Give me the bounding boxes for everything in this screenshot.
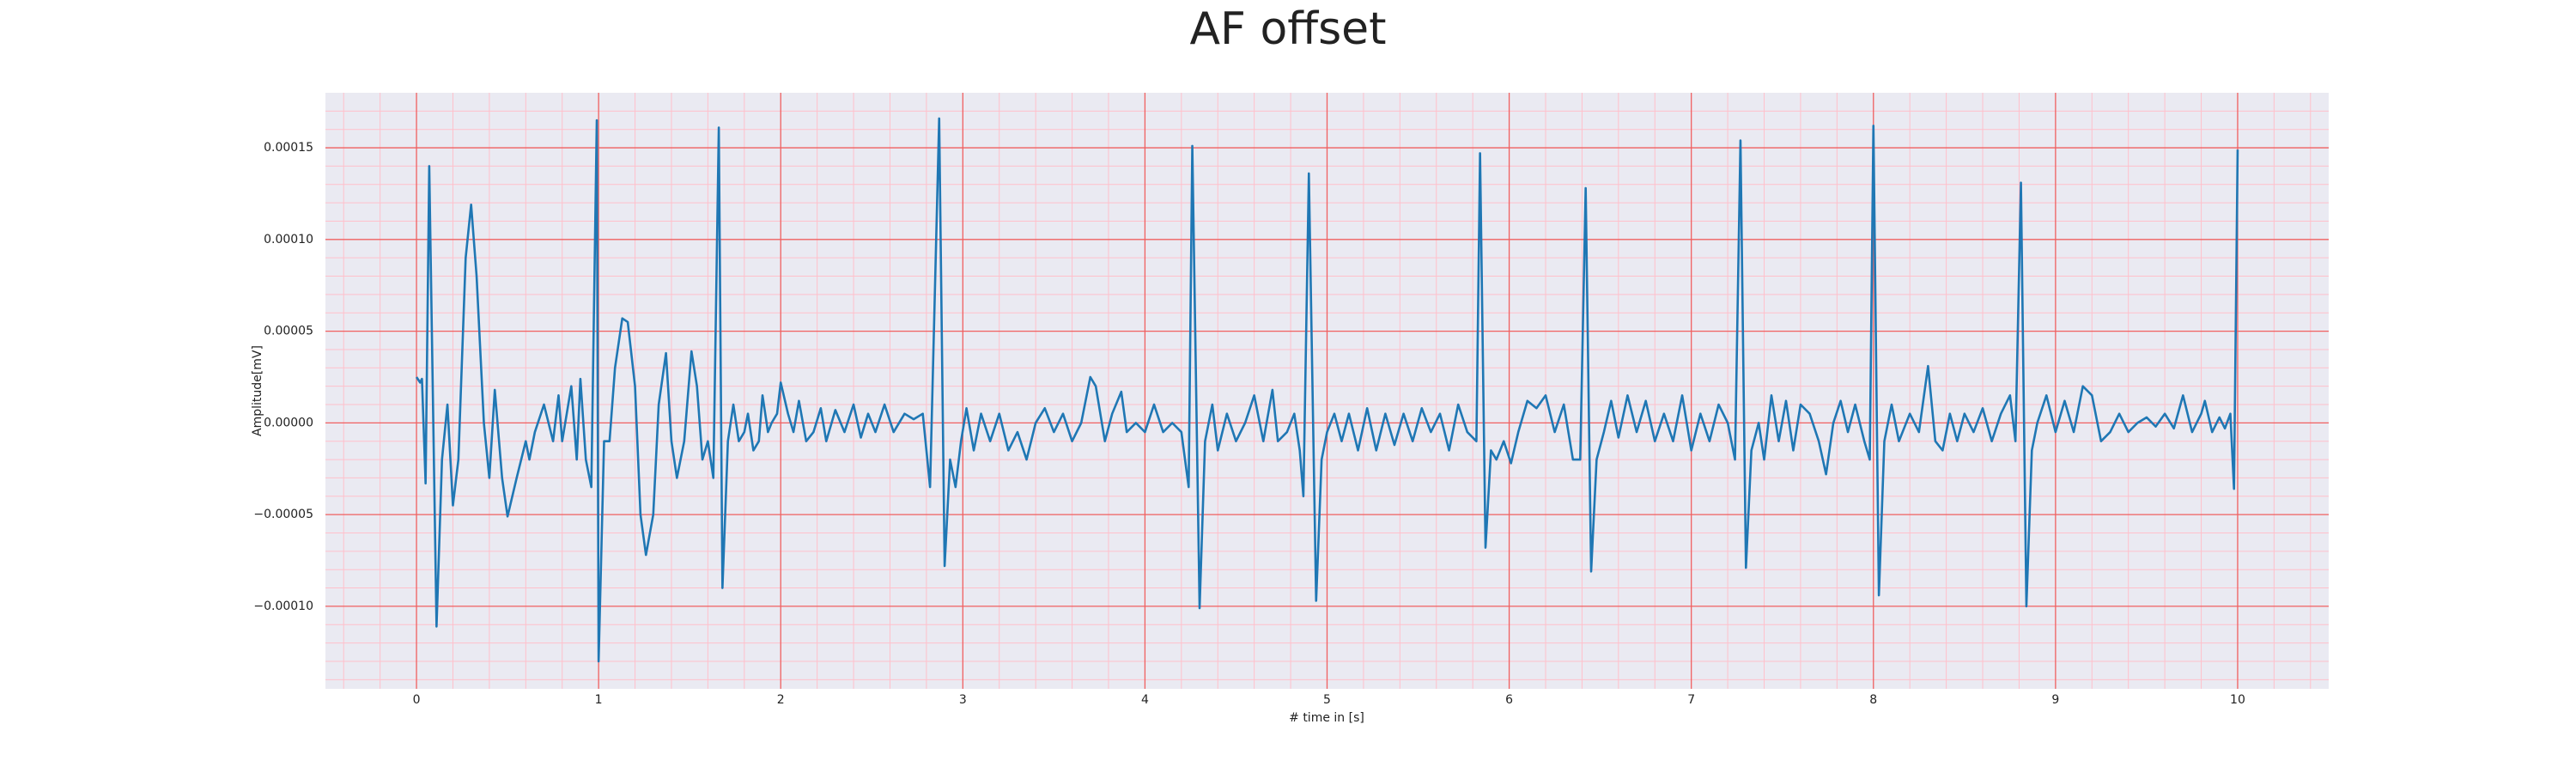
x-tick-label: 6 <box>1505 693 1513 707</box>
x-tick-label: 9 <box>2051 693 2059 707</box>
y-tick-label: −0.00010 <box>253 600 313 613</box>
chart-title: AF offset <box>1189 3 1386 55</box>
x-tick-label: 7 <box>1687 693 1695 707</box>
y-axis-label: Amplitude[mV] <box>251 345 264 436</box>
y-tick-label: 0.00000 <box>264 416 313 429</box>
y-tick-label: 0.00015 <box>264 141 313 155</box>
x-tick-label: 3 <box>959 693 967 707</box>
x-tick-label: 2 <box>777 693 785 707</box>
x-tick-label: 8 <box>1869 693 1877 707</box>
y-tick-label: 0.00010 <box>264 233 313 247</box>
x-tick-label: 4 <box>1141 693 1149 707</box>
x-tick-label: 0 <box>413 693 421 707</box>
y-tick-label: 0.00005 <box>264 325 313 338</box>
x-tick-label: 10 <box>2230 693 2245 707</box>
x-tick-label: 5 <box>1323 693 1331 707</box>
y-tick-label: −0.00005 <box>253 508 313 521</box>
x-axis-label: # time in [s] <box>1289 711 1364 725</box>
x-tick-label: 1 <box>595 693 603 707</box>
signal-line <box>415 117 2239 663</box>
